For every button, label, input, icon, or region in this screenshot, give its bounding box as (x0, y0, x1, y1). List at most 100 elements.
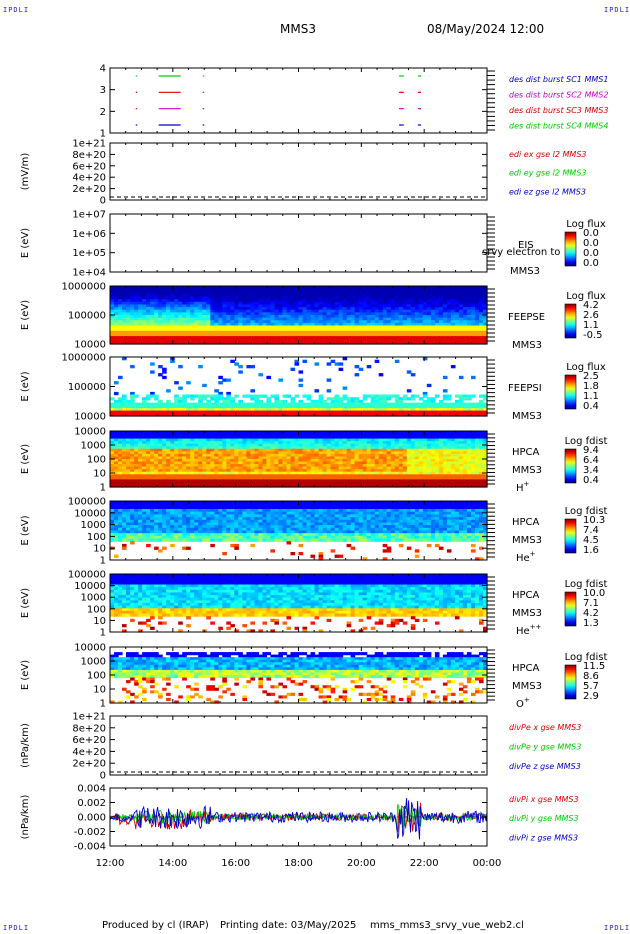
feepse-pixel (462, 286, 468, 290)
hpca_h-pixel (378, 448, 384, 452)
feepse-pixel (382, 320, 388, 324)
hpca_h-pixel (366, 431, 372, 435)
feepse-pixel (218, 333, 223, 337)
feepse-pixel (458, 322, 464, 327)
hpca_h-pixel (222, 456, 227, 460)
feepsi-pixel (126, 413, 131, 417)
feepse-pixel (475, 301, 480, 305)
feepse-pixel (226, 301, 231, 305)
hpca_h-pixel (394, 448, 400, 452)
feepse-pixel (150, 315, 155, 319)
hpca_h-pixel (370, 446, 376, 450)
feepsi-pixel (202, 383, 207, 388)
feepsi-pixel (182, 397, 187, 401)
hpca_h-pixel (350, 469, 356, 473)
feepsi-pixel (326, 378, 332, 382)
hpca_h-pixel (310, 461, 316, 465)
feepse-pixel (458, 333, 464, 337)
feepse-pixel (250, 307, 255, 311)
feepse-pixel (130, 322, 135, 327)
feepse-pixel (394, 325, 400, 329)
feepsi-pixel (438, 402, 444, 406)
feepse-pixel (310, 299, 316, 303)
feepse-pixel (170, 315, 175, 319)
feepsi-pixel (402, 410, 408, 414)
feepse-pixel (250, 336, 255, 340)
feepse-pixel (126, 309, 131, 313)
feepse-pixel (410, 333, 416, 337)
feepse-pixel (342, 286, 348, 290)
feepse-pixel (442, 301, 448, 305)
feepsi-pixel (330, 402, 336, 406)
feepse-pixel (222, 322, 227, 327)
feepse-pixel (150, 328, 155, 332)
hpca_h-pixel (238, 446, 243, 450)
feepse-pixel (126, 315, 131, 319)
feepse-pixel (378, 293, 384, 298)
feepse-pixel (483, 325, 488, 329)
feepse-pixel (234, 309, 239, 313)
hpca_h-pixel (338, 459, 344, 463)
hpca_h-pixel (194, 456, 199, 460)
feepsi-pixel (146, 408, 151, 412)
feepse-pixel (158, 322, 163, 327)
feepse-pixel (186, 338, 191, 342)
feepse-pixel (422, 333, 428, 337)
hpca_h-pixel (398, 474, 404, 478)
hpca_h-pixel (322, 466, 328, 470)
hpca_h-pixel (210, 461, 215, 465)
feepse-pixel (250, 338, 255, 342)
feepsi-pixel (446, 405, 452, 409)
hpca_h-pixel (422, 448, 428, 452)
hpca_h-pixel (278, 441, 283, 445)
hpca_h-pixel (214, 471, 219, 475)
feepse-pixel (194, 307, 199, 311)
feepse-pixel (326, 288, 332, 292)
feepse-pixel (258, 301, 263, 305)
feepse-pixel (414, 299, 420, 303)
feepsi-pixel (294, 405, 300, 409)
feepse-pixel (310, 309, 316, 313)
feepse-pixel (294, 288, 300, 292)
hpca_h-pixel (126, 474, 131, 478)
hpca_h-pixel (122, 466, 127, 470)
hpca_h-pixel (238, 448, 243, 452)
feepse-pixel (186, 291, 191, 295)
feepse-pixel (258, 317, 263, 321)
feepsi-pixel (483, 394, 488, 398)
feepsi-pixel (386, 413, 392, 417)
feepsi-pixel (350, 397, 356, 401)
feepse-pixel (214, 307, 219, 311)
hpca_h-pixel (483, 451, 488, 455)
feepse-pixel (358, 304, 364, 308)
feepse-pixel (398, 325, 404, 329)
feepsi-pixel (250, 410, 255, 414)
feepse-pixel (479, 338, 484, 342)
feepsi-pixel (130, 405, 135, 409)
feepsi-pixel (402, 408, 408, 412)
feepse-pixel (346, 341, 352, 345)
hpca_h-pixel (462, 464, 468, 468)
feepse-pixel (342, 312, 348, 316)
hpca_h-pixel (479, 446, 484, 450)
hpca_h-pixel (178, 474, 183, 478)
feepse-pixel (346, 286, 352, 290)
hpca_h-pixel (378, 476, 384, 480)
feepsi-pixel (110, 408, 115, 412)
feepse-pixel (226, 312, 231, 316)
hpca_h-pixel (446, 461, 452, 465)
feepse-pixel (354, 296, 360, 300)
feepse-ytick-label: 100000 (68, 311, 106, 322)
hpca_h-pixel (406, 448, 412, 452)
feepsi-pixel (298, 402, 304, 406)
hpca_h-pixel (418, 464, 424, 468)
feepse-pixel (479, 296, 484, 300)
hpca_h-pixel (414, 441, 420, 445)
hpca_h-pixel (158, 451, 163, 455)
feepse-pixel (438, 341, 444, 345)
feepse-pixel (366, 299, 372, 303)
feepsi-pixel (479, 413, 484, 417)
feepse-pixel (326, 338, 332, 342)
feepsi-pixel (322, 399, 328, 404)
feepse-pixel (122, 328, 127, 332)
